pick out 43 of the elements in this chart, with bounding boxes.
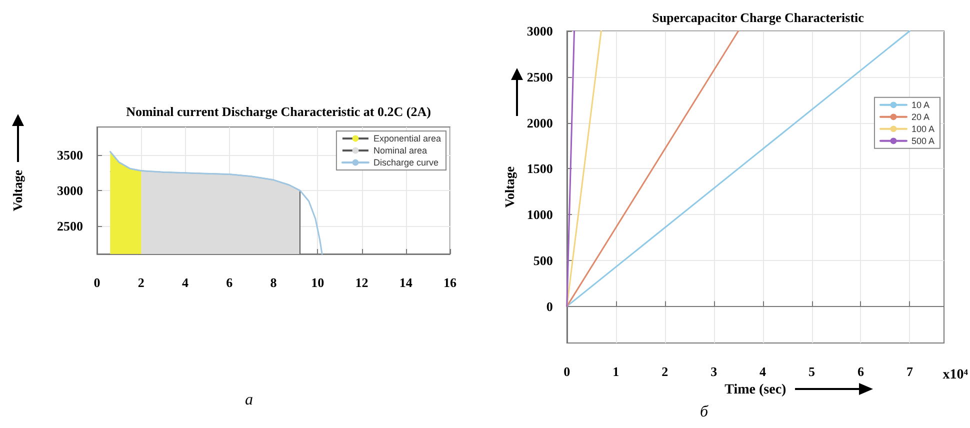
- line-series: [109, 150, 323, 255]
- legend-label: Exponential area: [373, 134, 442, 144]
- x-tick-label: 6: [857, 364, 864, 379]
- y-tick-label: 1000: [526, 207, 553, 222]
- text: а: [245, 392, 253, 408]
- x-tick-label: 1: [612, 364, 620, 379]
- chart-title: Supercapacitor Charge Characteristic: [652, 10, 864, 25]
- y-tick-label: 1500: [526, 161, 553, 176]
- x-tick-label: 10: [311, 275, 324, 290]
- y-axis-title: Voltage: [10, 170, 25, 212]
- x-tick-label: 2: [662, 364, 668, 379]
- x-tick-label: 3: [710, 364, 718, 379]
- x-tick-label: 4: [760, 364, 767, 379]
- legend-label: Nominal area: [373, 146, 427, 156]
- chart-title: Nominal current Discharge Characteristic at 0.2C (2A): [126, 104, 431, 119]
- x-tick-label: 8: [270, 275, 278, 290]
- y-tick-label: 2000: [526, 115, 553, 130]
- y-tick-label: 2500: [57, 218, 83, 234]
- legend-label: 100 A: [911, 124, 935, 134]
- x-tick-label: 4: [182, 275, 189, 290]
- x-tick-label: 0: [94, 275, 100, 290]
- x-tick-label: 7: [906, 364, 914, 379]
- x-tick-label: 6: [226, 275, 234, 290]
- x-axis-title: Time (sec): [724, 382, 787, 398]
- y-tick-label: 500: [533, 252, 553, 268]
- x-tick-label: 14: [399, 275, 413, 290]
- x-tick-label: 5: [808, 364, 816, 379]
- text: б: [700, 404, 709, 420]
- x-tick-label: 16: [444, 275, 457, 290]
- legend-label: 10 A: [911, 100, 930, 110]
- y-tick-label: 3000: [526, 24, 553, 38]
- legend-label: Discharge curve: [373, 158, 438, 168]
- x-tick-label: 12: [355, 275, 368, 290]
- y-tick-label: 3500: [57, 148, 83, 163]
- x-tick-label: 2: [138, 275, 144, 290]
- legend-label: 500 A: [911, 136, 935, 146]
- x-tick-label: 0: [564, 364, 570, 379]
- y-tick-label: 2500: [526, 69, 553, 84]
- y-axis-title: Voltage: [502, 166, 517, 208]
- text: x10⁴: [942, 368, 969, 382]
- y-tick-label: 3000: [57, 183, 83, 198]
- y-tick-label: 0: [546, 298, 553, 314]
- legend-label: 20 A: [911, 112, 930, 122]
